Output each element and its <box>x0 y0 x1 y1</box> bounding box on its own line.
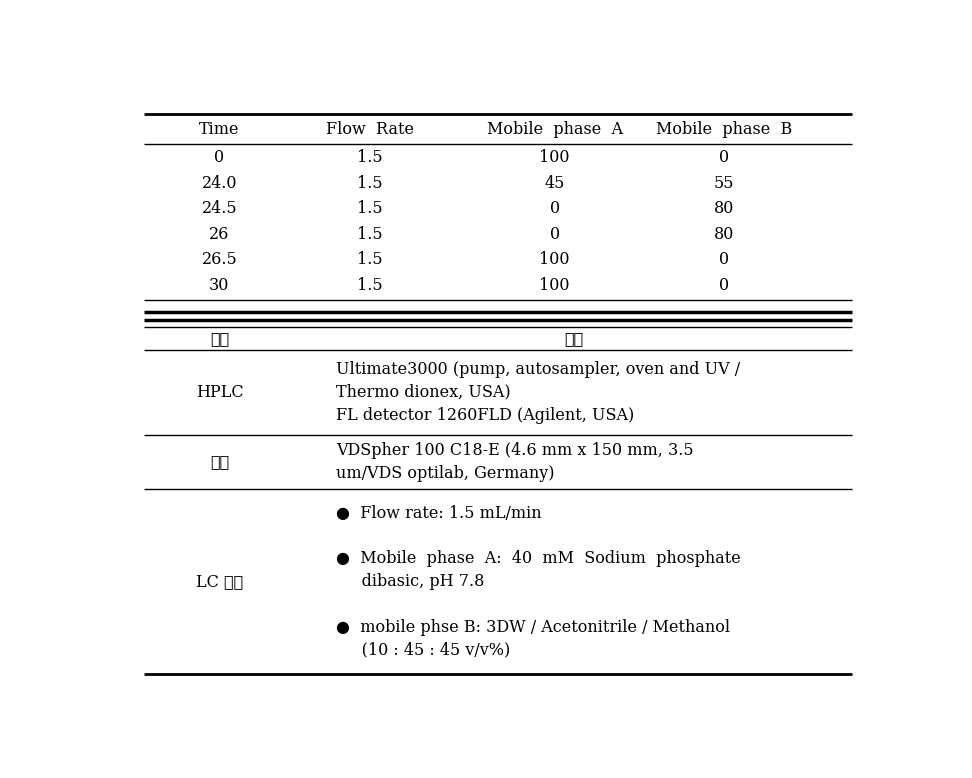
Text: Thermo dionex, USA): Thermo dionex, USA) <box>336 384 511 401</box>
Text: 45: 45 <box>544 175 565 192</box>
Text: Ultimate3000 (pump, autosampler, oven and UV /: Ultimate3000 (pump, autosampler, oven an… <box>336 361 741 378</box>
Text: ●  Flow rate: 1.5 mL/min: ● Flow rate: 1.5 mL/min <box>336 505 541 522</box>
Text: 0: 0 <box>215 149 225 166</box>
Text: 1.5: 1.5 <box>358 149 383 166</box>
Text: Time: Time <box>199 121 240 138</box>
Text: um/VDS optilab, Germany): um/VDS optilab, Germany) <box>336 464 555 482</box>
Text: 30: 30 <box>209 278 229 294</box>
Text: Mobile  phase  A: Mobile phase A <box>487 121 623 138</box>
Text: 24.0: 24.0 <box>201 175 237 192</box>
Text: 100: 100 <box>539 278 570 294</box>
Text: dibasic, pH 7.8: dibasic, pH 7.8 <box>336 573 485 590</box>
Text: 기기: 기기 <box>210 330 229 347</box>
Text: 0: 0 <box>719 251 729 268</box>
Text: 26: 26 <box>209 226 229 243</box>
Text: 100: 100 <box>539 149 570 166</box>
Text: VDSpher 100 C18-E (4.6 mm x 150 mm, 3.5: VDSpher 100 C18-E (4.6 mm x 150 mm, 3.5 <box>336 442 694 459</box>
Text: 26.5: 26.5 <box>201 251 237 268</box>
Text: 24.5: 24.5 <box>201 201 237 218</box>
Text: FL detector 1260FLD (Agilent, USA): FL detector 1260FLD (Agilent, USA) <box>336 407 635 423</box>
Text: (10 : 45 : 45 v/v%): (10 : 45 : 45 v/v%) <box>336 641 510 658</box>
Text: Flow  Rate: Flow Rate <box>326 121 414 138</box>
Text: 1.5: 1.5 <box>358 226 383 243</box>
Text: 0: 0 <box>549 226 560 243</box>
Text: 0: 0 <box>719 149 729 166</box>
Text: 1.5: 1.5 <box>358 201 383 218</box>
Text: 1.5: 1.5 <box>358 175 383 192</box>
Text: 조건: 조건 <box>564 330 583 347</box>
Text: 0: 0 <box>719 278 729 294</box>
Text: 0: 0 <box>549 201 560 218</box>
Text: ●  Mobile  phase  A:  40  mM  Sodium  phosphate: ● Mobile phase A: 40 mM Sodium phosphate <box>336 550 741 567</box>
Text: ●  mobile phse B: 3DW / Acetonitrile / Methanol: ● mobile phse B: 3DW / Acetonitrile / Me… <box>336 619 730 636</box>
Text: HPLC: HPLC <box>195 384 243 401</box>
Text: Mobile  phase  B: Mobile phase B <box>656 121 792 138</box>
Text: 콜럼: 콜럼 <box>210 454 229 470</box>
Text: 1.5: 1.5 <box>358 251 383 268</box>
Text: 100: 100 <box>539 251 570 268</box>
Text: 80: 80 <box>714 201 734 218</box>
Text: 80: 80 <box>714 226 734 243</box>
Text: 55: 55 <box>713 175 735 192</box>
Text: LC 조건: LC 조건 <box>195 573 243 590</box>
Text: 1.5: 1.5 <box>358 278 383 294</box>
